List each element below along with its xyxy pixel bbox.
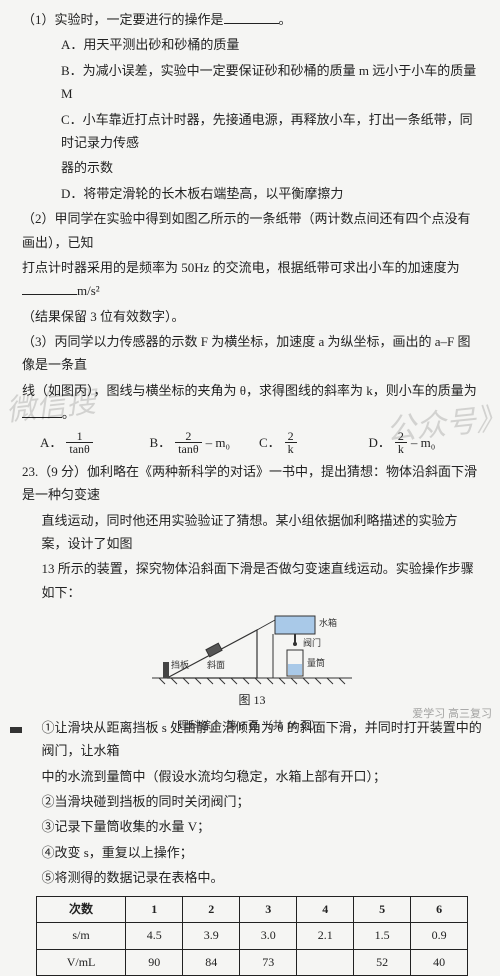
table-header: 4: [297, 896, 354, 923]
table-header: 6: [411, 896, 468, 923]
page-footer: 理科综合·第 8 页 （共 16 页）: [0, 717, 500, 737]
q23-s5: ⑤将测得的数据记录在表格中。: [22, 866, 482, 889]
q3-b-frac: 2tanθ: [175, 430, 201, 456]
label-incline: 斜面: [207, 659, 225, 670]
q3-d-label: D．: [369, 431, 391, 454]
q3-opt-a: A． 1tanθ: [40, 430, 150, 456]
q3-c-frac: 2k: [285, 430, 297, 456]
q2-unit: m/s²: [77, 283, 100, 298]
q23-l2: 直线运动，同时他还用实验验证了猜想。某小组依据伽利略描述的实验方案，设计了如图: [22, 509, 482, 556]
q3-l2a: 线（如图丙），图线与横坐标的夹角为 θ，求得图线的斜率为 k，则小车的质量为: [22, 383, 477, 398]
label-cylinder: 量筒: [307, 657, 325, 668]
figure-caption: 图 13: [22, 690, 482, 712]
data-table: 次数 1 2 3 4 5 6 s/m 4.5 3.9 3.0 2.1 1.5 0…: [36, 896, 468, 976]
q2-l2: 打点计时器采用的是频率为 50Hz 的交流电，根据纸带可求出小车的加速度为 m/s…: [22, 256, 482, 303]
q1-opt-b: B．为减小误差，实验中一定要保证砂和砂桶的质量 m 远小于小车的质量 M: [22, 59, 482, 106]
table-header-row: 次数 1 2 3 4 5 6: [36, 896, 467, 923]
q23-s3: ③记录下量筒收集的水量 V；: [22, 815, 482, 838]
label-box: 水箱: [319, 617, 337, 628]
q3-l2: 线（如图丙），图线与横坐标的夹角为 θ，求得图线的斜率为 k，则小车的质量为。: [22, 379, 482, 426]
q2-l2a: 打点计时器采用的是频率为 50Hz 的交流电，根据纸带可求出小车的加速度为: [22, 260, 460, 275]
table-cell: s/m: [36, 923, 125, 950]
q3-b-label: B．: [150, 431, 172, 454]
q3-l1: （3）丙同学以力传感器的示数 F 为横坐标，加速度 a 为纵坐标，画出的 a–F…: [22, 330, 482, 377]
q23-s1b: 中的水流到量筒中（假设水流均匀稳定，水箱上部有开口）；: [22, 765, 482, 788]
q2-l1: （2）甲同学在实验中得到如图乙所示的一条纸带（两计数点间还有四个点没有画出），已…: [22, 207, 482, 254]
table-cell: 4.5: [126, 923, 183, 950]
frac-num: 2: [175, 430, 201, 444]
q3-opt-c: C． 2k: [259, 430, 369, 456]
q3-a-frac: 1tanθ: [66, 430, 92, 456]
table-cell: 2.1: [297, 923, 354, 950]
q23-s4: ④改变 s，重复以上操作；: [22, 841, 482, 864]
table-cell: 84: [183, 949, 240, 976]
frac-den: tanθ: [66, 443, 92, 456]
frac-num: 1: [66, 430, 92, 444]
q23-s2: ②当滑块碰到挡板的同时关闭阀门；: [22, 790, 482, 813]
q1-blank: [224, 11, 279, 24]
table-cell: 3.0: [240, 923, 297, 950]
table-row: s/m 4.5 3.9 3.0 2.1 1.5 0.9: [36, 923, 467, 950]
label-board: 挡板: [171, 659, 189, 670]
table-cell: 73: [240, 949, 297, 976]
table-row: V/mL 90 84 73 52 40: [36, 949, 467, 976]
q2-blank: [22, 282, 77, 295]
table-header: 次数: [36, 896, 125, 923]
apparatus-diagram: 挡板 斜面 水箱 阀门 量筒: [147, 610, 357, 688]
q3-b-tail: – m₀: [206, 431, 230, 454]
q1-stem-b: 。: [279, 12, 292, 27]
q1-stem-a: （1）实验时，一定要进行的操作是: [22, 12, 224, 27]
table-cell: 90: [126, 949, 183, 976]
q3-a-label: A．: [40, 431, 62, 454]
figure-13: 挡板 斜面 水箱 阀门 量筒: [22, 610, 482, 688]
q3-d-frac: 2k: [395, 430, 407, 456]
table-header: 5: [354, 896, 411, 923]
q1-opt-d: D．将带定滑轮的长木板右端垫高，以平衡摩擦力: [22, 182, 482, 205]
frac-num: 2: [285, 430, 297, 444]
label-valve: 阀门: [303, 637, 321, 648]
q3-opt-d: D． 2k – m₀: [369, 430, 479, 456]
table-cell: 52: [354, 949, 411, 976]
frac-num: 2: [395, 430, 407, 444]
frac-den: k: [395, 443, 407, 456]
q3-blank: [22, 405, 62, 418]
q3-d-tail: – m₀: [411, 431, 435, 454]
q1-opt-c-l1: C．小车靠近打点计时器，先接通电源，再释放小车，打出一条纸带，同时记录力传感: [22, 108, 482, 155]
table-cell: 0.9: [411, 923, 468, 950]
q3-opt-b: B． 2tanθ – m₀: [150, 430, 260, 456]
table-header: 3: [240, 896, 297, 923]
q3-l2b: 。: [62, 406, 75, 421]
table-header: 1: [126, 896, 183, 923]
q3-options: A． 1tanθ B． 2tanθ – m₀ C． 2k D． 2k – m₀: [22, 428, 482, 460]
q23-l3: 13 所示的装置，探究物体沿斜面下滑是否做匀变速直线运动。实验操作步骤如下：: [22, 557, 482, 604]
q1-opt-a: A．用天平测出砂和砂桶的质量: [22, 33, 482, 56]
table-cell: 40: [411, 949, 468, 976]
q23-l1: 23.（9 分）伽利略在《两种新科学的对话》一书中，提出猜想：物体沿斜面下滑是一…: [22, 460, 482, 507]
q2-l3: （结果保留 3 位有效数字）。: [22, 305, 482, 328]
q1-stem: （1）实验时，一定要进行的操作是 。: [22, 8, 482, 31]
q1-opt-c-l2: 器的示数: [22, 156, 482, 179]
table-cell: 3.9: [183, 923, 240, 950]
table-cell: [297, 949, 354, 976]
table-header: 2: [183, 896, 240, 923]
q3-c-label: C．: [259, 431, 281, 454]
frac-den: tanθ: [175, 443, 201, 456]
frac-den: k: [285, 443, 297, 456]
table-cell: 1.5: [354, 923, 411, 950]
table-cell: V/mL: [36, 949, 125, 976]
